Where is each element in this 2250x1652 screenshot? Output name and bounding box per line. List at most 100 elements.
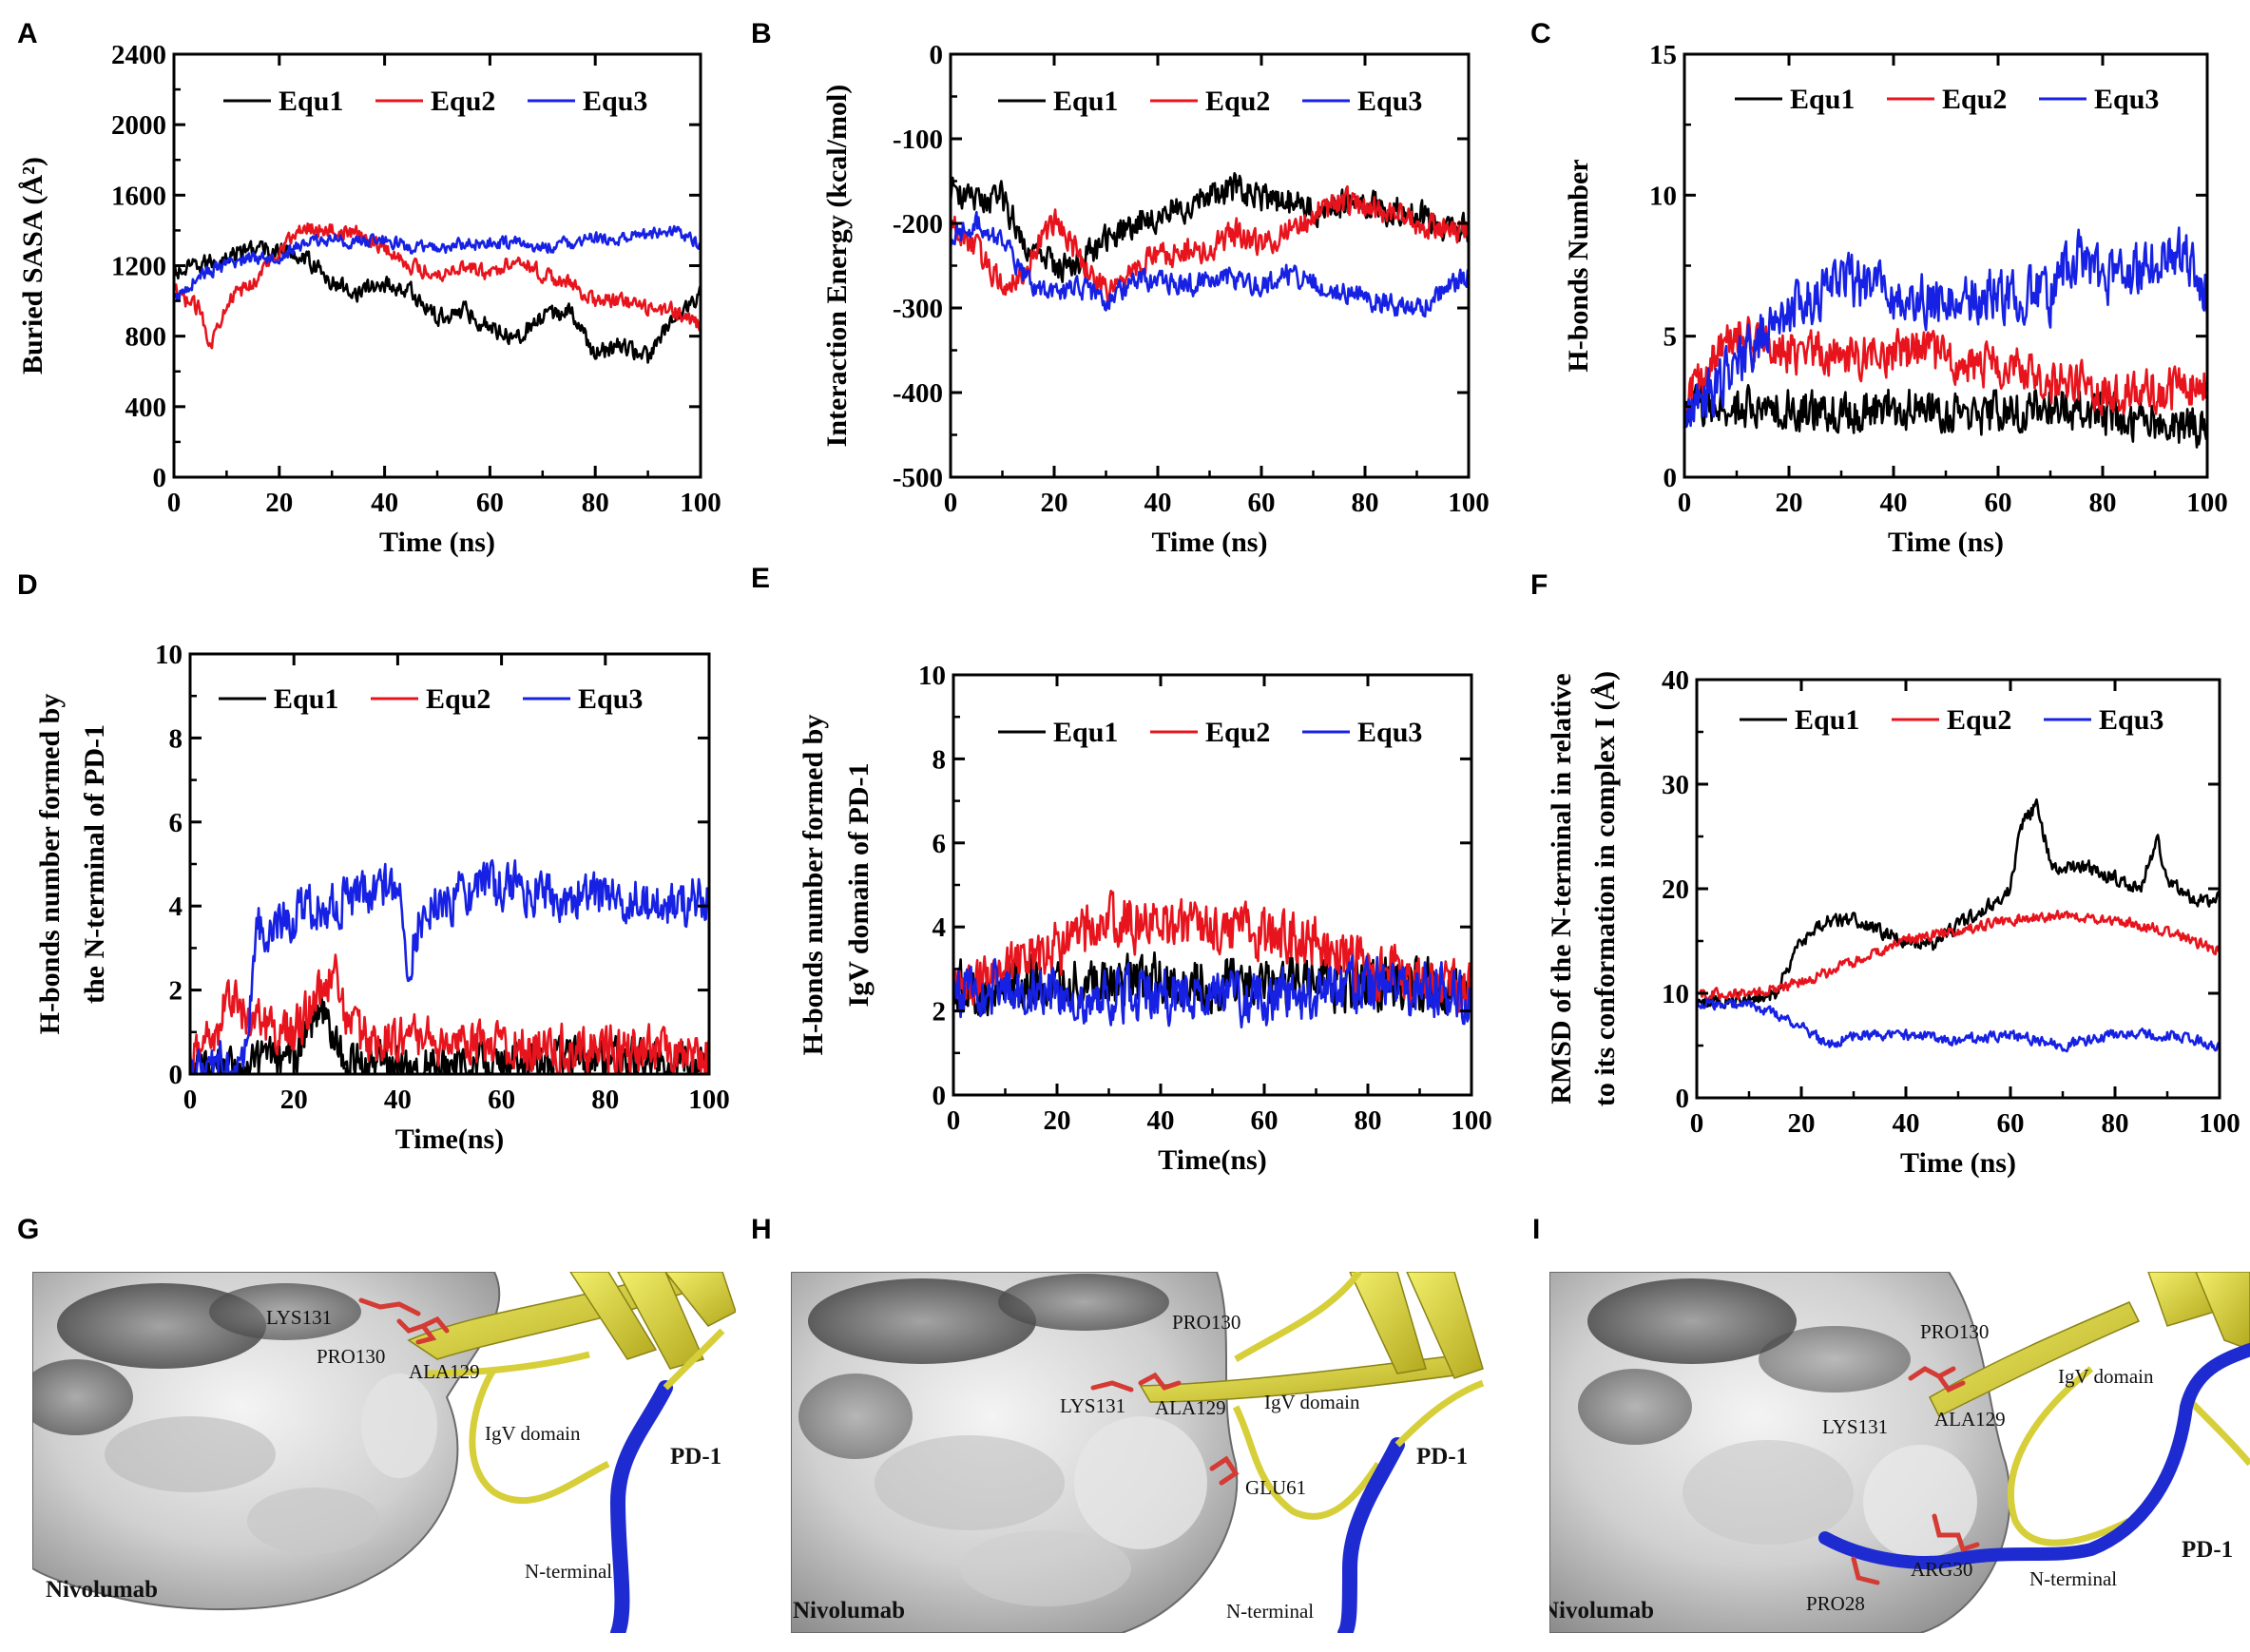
x-tick-label: 0 (1690, 1108, 1704, 1139)
label-i-nivolumab: Nivolumab (1542, 1598, 1654, 1623)
y-tick-label: 6 (169, 808, 183, 838)
legend-label-equ1: Equ1 (1790, 84, 1855, 115)
legend-label-equ2: Equ2 (1947, 704, 2011, 736)
y-axis-label: RMSD of the N-terminal in relative to its… (1546, 671, 1621, 1106)
chart-b-interaction-energy: 0 20 40 60 80 100 -500 -400 -300 -200 -100 0 Time (n… (821, 40, 1490, 558)
y-tick-label: 10 (1662, 979, 1689, 1009)
x-tick-label: 100 (2199, 1108, 2240, 1139)
series-equ1-line (951, 172, 1469, 284)
y-tick-label: 30 (1662, 770, 1689, 800)
x-tick-label: 80 (1352, 488, 1379, 518)
chart-a-buried-sasa: 0 20 40 60 80 100 0 400 800 1200 1600 2000 2400 Time … (17, 40, 721, 558)
y-tick-label: 0 (930, 40, 944, 70)
series-equ2-line (1697, 909, 2220, 1001)
series-group (1697, 797, 2220, 1053)
y-tick-label: 400 (125, 393, 167, 423)
panel-letter-h: H (751, 1214, 772, 1245)
x-axis-label: Time (ns) (1152, 527, 1268, 558)
series-equ3-line (190, 858, 709, 1074)
legend-label-equ3: Equ3 (1357, 717, 1422, 748)
legend-label-equ3: Equ3 (578, 683, 643, 715)
x-tick-label: 80 (591, 1085, 619, 1115)
panel-letter-c: C (1530, 18, 1551, 49)
y-tick-label: 800 (125, 322, 167, 353)
panel-letter-d: D (17, 569, 38, 601)
x-tick-label: 40 (1893, 1108, 1920, 1139)
series-equ3-line (951, 210, 1469, 318)
label-i-pd1: PD-1 (2182, 1537, 2233, 1563)
series-equ2-line (174, 222, 701, 350)
legend-label-equ2: Equ2 (1205, 717, 1270, 748)
x-tick-label: 80 (2102, 1108, 2129, 1139)
legend-label-equ2: Equ2 (431, 86, 495, 117)
x-tick-label: 80 (2089, 488, 2117, 518)
label-h-pd1: PD-1 (1416, 1444, 1468, 1470)
y-tick-label: 0 (153, 463, 167, 493)
panel-letter-a: A (17, 18, 38, 49)
panel-letter-i: I (1532, 1214, 1540, 1245)
series-equ1-line (1684, 383, 2207, 449)
panel-letter-g: G (17, 1214, 39, 1245)
y-tick-label: 4 (169, 892, 183, 922)
y-axis-label: Buried SASA (Å²) (17, 157, 48, 375)
legend-label-equ3: Equ3 (1357, 86, 1422, 117)
label-g-lys131: LYS131 (266, 1306, 332, 1329)
legend-label-equ2: Equ2 (1942, 84, 2007, 115)
structure-i: PRO130 IgV domain LYS131 ALA129 ARG30 N-… (1542, 1272, 2250, 1633)
x-tick-label: 40 (371, 488, 398, 518)
x-axis-label: Time (ns) (1900, 1147, 2016, 1179)
panel-letter-b: B (751, 18, 772, 49)
series-equ3-line (1684, 226, 2207, 429)
x-tick-label: 40 (1147, 1105, 1175, 1136)
x-tick-label: 60 (1997, 1108, 2025, 1139)
y-tick-label: 2 (169, 976, 183, 1007)
label-g-ala129: ALA129 (409, 1360, 480, 1383)
series-equ3-line (953, 954, 1471, 1028)
label-h-lys131: LYS131 (1060, 1394, 1125, 1417)
series-equ2-line (951, 184, 1469, 307)
label-g-igv: IgV domain (485, 1422, 581, 1445)
x-tick-label: 0 (183, 1085, 198, 1115)
x-tick-label: 100 (1448, 488, 1490, 518)
y-axis-label: Interaction Energy (kcal/mol) (821, 85, 853, 448)
structure-h: PRO130 LYS131 ALA129 IgV domain GLU61 PD… (791, 1272, 1494, 1633)
series-equ2-line (953, 889, 1471, 1013)
legend-label-equ1: Equ1 (1053, 717, 1118, 748)
y-tick-label: -100 (893, 125, 943, 155)
plot-frame (188, 652, 711, 1076)
series-equ1-line (174, 240, 701, 364)
label-g-nterm: N-terminal (525, 1560, 612, 1583)
label-g-pd1: PD-1 (670, 1444, 721, 1470)
y-tick-label: 8 (933, 744, 947, 775)
x-tick-label: 20 (265, 488, 293, 518)
y-tick-label: 2 (933, 997, 947, 1028)
label-h-pro130: PRO130 (1172, 1311, 1240, 1334)
y-tick-label: -400 (893, 378, 943, 409)
y-tick-label: -300 (893, 294, 943, 324)
y-tick-label: 15 (1649, 40, 1677, 70)
x-tick-label: 100 (680, 488, 721, 518)
legend-label-equ3: Equ3 (583, 86, 647, 117)
label-h-igv: IgV domain (1264, 1391, 1360, 1413)
label-i-pro28: PRO28 (1806, 1592, 1865, 1615)
series-equ2-line (1684, 316, 2207, 417)
x-tick-label: 40 (384, 1085, 412, 1115)
x-tick-label: 20 (1044, 1105, 1071, 1136)
y-tick-label: -200 (893, 209, 943, 240)
legend-label-equ1: Equ1 (1053, 86, 1118, 117)
series-group (951, 172, 1469, 318)
legend-label-equ2: Equ2 (426, 683, 490, 715)
x-tick-label: 60 (488, 1085, 515, 1115)
legend-label-equ1: Equ1 (274, 683, 338, 715)
y-tick-label: 6 (933, 829, 947, 859)
chart-c-hbonds-number: 0 20 40 60 80 100 0 5 10 15 Time (ns) H-bonds Numbe… (1563, 40, 2228, 558)
x-tick-label: 100 (1451, 1105, 1492, 1136)
label-h-nivolumab: Nivolumab (793, 1598, 905, 1623)
y-tick-label: 0 (1663, 463, 1678, 493)
series-group (190, 858, 709, 1074)
x-tick-label: 0 (1678, 488, 1692, 518)
y-tick-label: 5 (1663, 322, 1678, 353)
y-tick-label: 2000 (111, 110, 166, 141)
y-tick-label: 1200 (111, 252, 166, 282)
